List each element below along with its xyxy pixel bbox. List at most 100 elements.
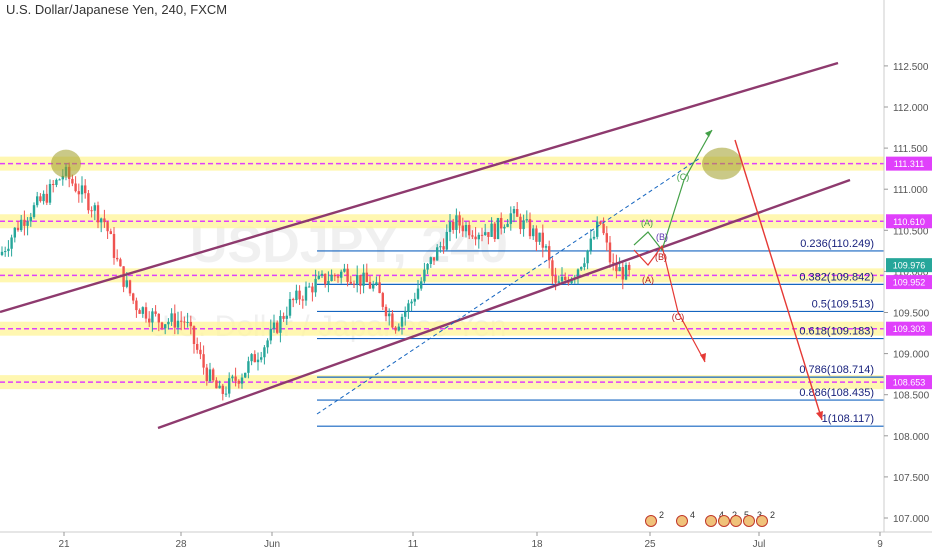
candle-body <box>464 224 468 232</box>
zone-price-badge-label: 110.610 <box>893 217 925 227</box>
candle-body <box>471 235 474 237</box>
time-axis[interactable]: 21 28 Jun 11 18 25 Jul 9 <box>58 532 883 550</box>
candle-body <box>365 272 368 283</box>
candle-body <box>170 313 173 322</box>
candle-body <box>228 378 231 394</box>
candle-body <box>10 237 13 249</box>
candle-body <box>288 299 292 316</box>
candle-body <box>71 178 74 184</box>
time-tick-label: 18 <box>531 539 543 550</box>
candle-body <box>324 273 327 285</box>
candle-body <box>397 326 400 331</box>
candle-body <box>516 209 519 217</box>
candle-body <box>560 276 564 282</box>
candle-body <box>432 257 436 261</box>
bearish-projection-arrowhead <box>700 353 706 362</box>
candle-body <box>196 343 199 350</box>
candle-body <box>128 280 132 294</box>
candle-body <box>384 306 388 317</box>
candle-body <box>279 316 282 333</box>
candle-body <box>164 324 167 329</box>
zone-price-badge-label: 109.952 <box>893 278 926 288</box>
fib-level-label: 0.886(108.435) <box>799 387 874 399</box>
candle-body <box>509 213 512 224</box>
candle-body <box>237 380 240 384</box>
candle-body <box>535 228 538 242</box>
candle-body <box>154 311 157 314</box>
candle-body <box>132 293 135 301</box>
candle-body <box>199 349 202 355</box>
candle-body <box>624 264 628 280</box>
candle-body <box>458 215 461 226</box>
candle-body <box>160 322 164 329</box>
fib-level-label: 0.236(110.249) <box>800 238 874 250</box>
candle-body <box>298 290 301 300</box>
candle-body <box>602 223 605 234</box>
flag-icon <box>645 515 657 527</box>
candle-body <box>253 354 256 363</box>
candle-body <box>234 376 237 381</box>
price-tick-label: 110.500 <box>893 226 929 237</box>
candle-body <box>538 232 541 242</box>
event-count: 2 <box>770 510 775 520</box>
wave-label: (B) <box>656 232 668 242</box>
event-icon: 3 <box>743 510 762 527</box>
zone-price-badge-bg <box>886 275 932 290</box>
candle-body <box>218 385 221 389</box>
candle-body <box>260 357 263 360</box>
candle-body <box>548 246 551 261</box>
candle-body <box>26 221 29 226</box>
fibonacci-retracement: 0.236(110.249) 0.382(109.842) 0.5(109.513)… <box>317 238 884 427</box>
flag-icon <box>676 515 688 527</box>
candle-body <box>599 221 602 224</box>
candle-body <box>554 276 557 283</box>
event-count: 4 <box>690 510 695 520</box>
price-tick-label: 112.000 <box>893 103 929 114</box>
candle-body <box>36 196 39 206</box>
candle-body <box>420 281 423 289</box>
candle-body <box>135 300 138 311</box>
candle-body <box>314 278 317 293</box>
candle-body <box>359 275 362 286</box>
candle-body <box>333 274 336 277</box>
candle-body <box>23 219 26 226</box>
candle-body <box>490 223 493 237</box>
time-tick-label: 25 <box>644 539 656 550</box>
candle-body <box>378 282 381 294</box>
candle-body <box>186 321 189 323</box>
candle-body <box>157 313 160 323</box>
candle-body <box>295 290 298 301</box>
candle-body <box>100 218 103 223</box>
candle-body <box>272 322 276 329</box>
trend-drawings: (A)(B)(C)(A)(B)(C) <box>0 61 851 430</box>
candle-body <box>484 232 487 236</box>
candle-body <box>0 251 4 255</box>
candle-body <box>468 224 471 236</box>
wave-label: (C) <box>672 312 685 322</box>
current-price-badge-bg <box>886 258 932 273</box>
candle-body <box>266 340 269 348</box>
candle-body <box>487 232 490 237</box>
bearish-projection-path <box>633 244 706 363</box>
candle-body <box>416 288 420 299</box>
candle-body <box>480 234 484 236</box>
candle-body <box>61 175 64 180</box>
zone-price-badge-bg <box>886 156 932 171</box>
candle-body <box>439 246 442 248</box>
candle-body <box>442 246 445 250</box>
candle-body <box>455 215 458 230</box>
candle-body <box>176 320 180 328</box>
channel-upper-line <box>0 61 839 314</box>
price-tick-label: 108.500 <box>893 391 930 402</box>
candle-body <box>388 313 391 317</box>
candle-body <box>224 393 228 395</box>
candle-body <box>608 242 612 263</box>
candle-body <box>352 283 356 285</box>
candle-body <box>400 316 404 327</box>
candle-body <box>410 301 413 304</box>
candle-body <box>144 307 148 319</box>
candle-body <box>52 183 55 185</box>
price-axis[interactable]: 107.000 107.500 108.000 108.500 109.000 109.5… <box>884 62 930 525</box>
